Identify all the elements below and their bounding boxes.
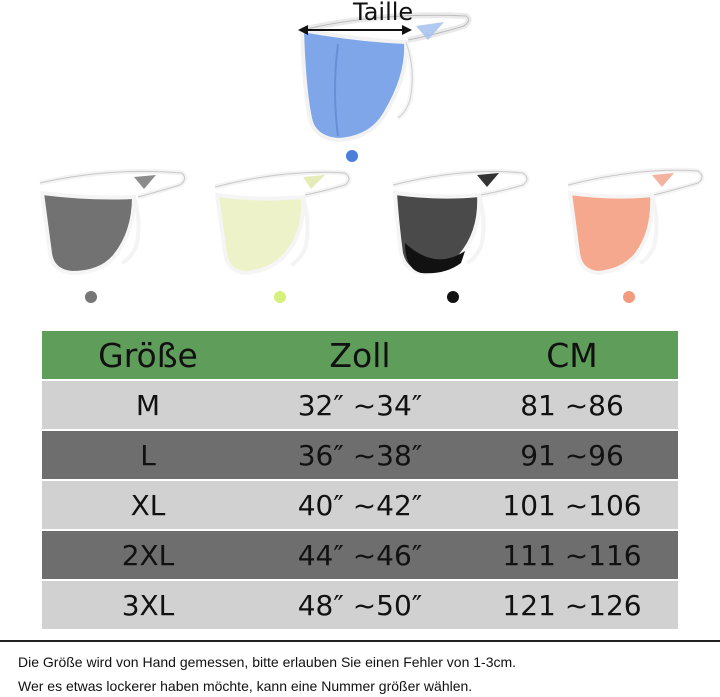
- cell-inch: 32″ ~34″: [254, 379, 466, 430]
- header-inch: Zoll: [329, 335, 391, 375]
- sizing-advice-note: Wer es etwas lockerer haben möchte, kann…: [18, 678, 473, 694]
- cell-size: M: [42, 379, 254, 430]
- product-image-black: [392, 169, 530, 276]
- cell-cm: 101 ~106: [466, 479, 678, 530]
- table-row: XL 40″ ~42″ 101 ~106: [42, 479, 678, 530]
- cell-size: 2XL: [42, 529, 254, 580]
- header-cm: CM: [546, 335, 598, 375]
- product-image-blue: [298, 12, 472, 143]
- color-dot-lime[interactable]: [274, 291, 286, 303]
- product-image-gray: [39, 168, 188, 276]
- product-image-coral: [567, 167, 705, 276]
- cell-inch: 48″ ~50″: [254, 579, 466, 629]
- color-dot-black[interactable]: [447, 291, 459, 303]
- cell-cm: 81 ~86: [466, 379, 678, 430]
- table-row: 3XL 48″ ~50″ 121 ~126: [42, 579, 678, 629]
- cell-inch: 36″ ~38″: [254, 429, 466, 480]
- cell-cm: 91 ~96: [466, 429, 678, 480]
- cell-inch: 40″ ~42″: [254, 479, 466, 530]
- section-divider: [0, 640, 720, 642]
- color-dot-blue[interactable]: [346, 150, 358, 162]
- cell-inch: 44″ ~46″: [254, 529, 466, 580]
- table-row: 2XL 44″ ~46″ 111 ~116: [42, 529, 678, 580]
- cell-size: L: [42, 429, 254, 480]
- cell-size: XL: [42, 479, 254, 530]
- color-dot-coral[interactable]: [623, 291, 635, 303]
- cell-size: 3XL: [42, 579, 254, 629]
- product-image-lime: [214, 169, 352, 276]
- size-table-header-row: Größe Zoll CM: [42, 331, 678, 380]
- cell-cm: 111 ~116: [466, 529, 678, 580]
- size-chart-table: Größe Zoll CM M 32″ ~34″ 81 ~86 L 36″ ~3…: [42, 331, 678, 629]
- measurement-note: Die Größe wird von Hand gemessen, bitte …: [18, 654, 517, 670]
- waist-measure-label: Taille: [353, 0, 414, 26]
- table-row: M 32″ ~34″ 81 ~86: [42, 379, 678, 430]
- header-size: Größe: [98, 335, 198, 375]
- color-dot-gray[interactable]: [85, 291, 97, 303]
- table-row: L 36″ ~38″ 91 ~96: [42, 429, 678, 480]
- cell-cm: 121 ~126: [466, 579, 678, 629]
